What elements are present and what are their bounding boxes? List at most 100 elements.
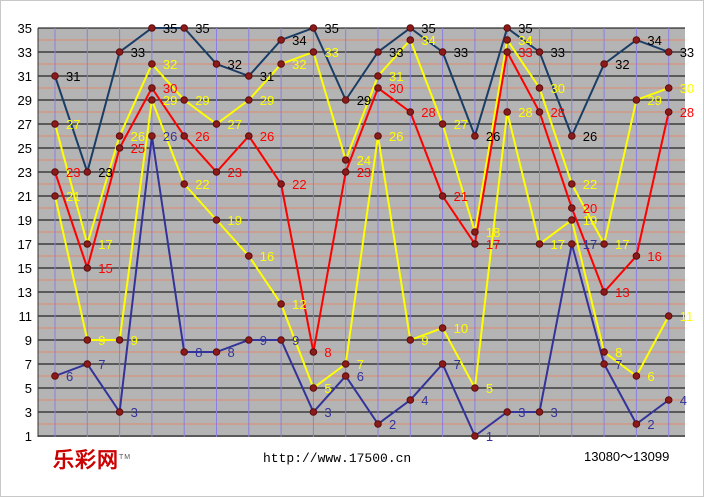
data-label: 27 — [66, 117, 80, 132]
data-label: 8 — [615, 345, 622, 360]
data-point — [535, 240, 544, 248]
data-label: 35 — [324, 21, 338, 36]
data-label: 25 — [131, 141, 145, 156]
site-logo: 乐彩网TM — [53, 444, 131, 474]
data-point — [212, 348, 221, 356]
data-label: 32 — [615, 57, 629, 72]
data-label: 31 — [260, 69, 274, 84]
data-label: 30 — [389, 81, 403, 96]
series-line — [54, 48, 670, 353]
data-point — [115, 48, 124, 56]
data-point — [245, 336, 253, 344]
data-label: 7 — [357, 357, 364, 372]
data-point — [341, 168, 350, 176]
y-tick-label: 27 — [18, 117, 32, 132]
y-tick-label: 17 — [18, 237, 32, 252]
data-point — [471, 384, 479, 392]
data-point — [535, 108, 544, 116]
data-point — [83, 168, 92, 176]
data-label: 34 — [292, 33, 306, 48]
data-label: 6 — [647, 369, 654, 384]
data-label: 5 — [486, 381, 493, 396]
data-label: 22 — [292, 177, 306, 192]
data-label: 32 — [228, 57, 242, 72]
data-label: 27 — [228, 117, 242, 132]
data-point — [632, 420, 641, 428]
data-label: 17 — [551, 237, 565, 252]
data-point — [632, 36, 641, 44]
data-point — [115, 336, 124, 344]
y-tick-label: 7 — [25, 357, 32, 372]
data-point — [664, 48, 673, 56]
data-label: 17 — [615, 237, 629, 252]
data-point — [374, 48, 382, 56]
data-label: 29 — [163, 93, 177, 108]
data-point — [438, 324, 447, 332]
data-label: 1 — [486, 429, 493, 441]
data-point — [503, 408, 512, 416]
data-label: 17 — [583, 237, 597, 252]
data-label: 30 — [163, 81, 177, 96]
data-label: 33 — [518, 45, 532, 60]
data-point — [503, 108, 512, 116]
data-label: 33 — [454, 45, 468, 60]
data-label: 29 — [195, 93, 209, 108]
data-label: 4 — [680, 393, 687, 408]
series-line — [54, 37, 670, 248]
data-label: 7 — [454, 357, 461, 372]
data-label: 23 — [98, 165, 112, 180]
data-point — [438, 48, 447, 56]
data-label: 8 — [195, 345, 202, 360]
data-point — [245, 96, 253, 104]
data-point — [374, 420, 382, 428]
data-label: 29 — [260, 93, 274, 108]
data-point — [51, 372, 59, 380]
data-label: 30 — [551, 81, 565, 96]
data-label: 26 — [131, 129, 145, 144]
data-point — [406, 24, 415, 32]
data-point — [600, 60, 608, 68]
data-point — [503, 36, 512, 44]
data-point — [180, 132, 188, 140]
data-label: 16 — [647, 249, 661, 264]
y-tick-label: 29 — [18, 93, 32, 108]
data-label: 6 — [66, 369, 73, 384]
y-tick-label: 19 — [18, 213, 32, 228]
logo-text: 乐彩网 — [53, 447, 119, 472]
data-label: 21 — [66, 189, 80, 204]
data-point — [406, 108, 415, 116]
data-label: 23 — [357, 165, 371, 180]
data-label: 33 — [131, 45, 145, 60]
data-point — [245, 252, 253, 260]
data-label: 3 — [324, 405, 331, 420]
data-label: 33 — [680, 45, 694, 60]
data-point — [632, 252, 641, 260]
data-label: 26 — [163, 129, 177, 144]
data-label: 5 — [324, 381, 331, 396]
period-range: 13080～13099 — [584, 449, 670, 464]
data-label: 34 — [421, 33, 435, 48]
y-tick-label: 35 — [18, 21, 32, 36]
data-point — [309, 408, 318, 416]
data-point — [148, 24, 156, 32]
data-point — [406, 336, 415, 344]
data-point — [374, 84, 382, 92]
data-label: 9 — [131, 333, 138, 348]
data-point — [277, 300, 285, 308]
data-point — [277, 336, 285, 344]
data-label: 9 — [98, 333, 105, 348]
series-line — [54, 99, 670, 392]
data-label: 7 — [98, 357, 105, 372]
data-label: 3 — [551, 405, 558, 420]
data-point — [51, 192, 59, 200]
data-label: 17 — [98, 237, 112, 252]
y-tick-label: 21 — [18, 189, 32, 204]
data-label: 6 — [357, 369, 364, 384]
data-label: 16 — [260, 249, 274, 264]
data-point — [341, 360, 350, 368]
data-label: 2 — [389, 417, 396, 432]
data-label: 35 — [518, 21, 532, 36]
data-point — [600, 288, 608, 296]
